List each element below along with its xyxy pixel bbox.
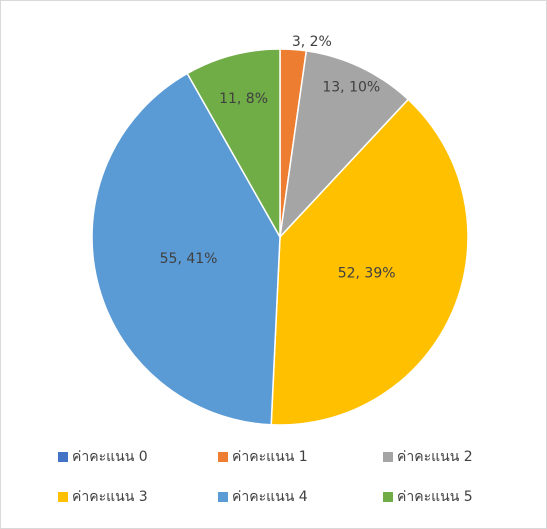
pie-slice <box>91 72 281 426</box>
pie-slice <box>186 48 281 240</box>
pie-slice <box>278 50 410 240</box>
data-label: 52, 39% <box>338 265 396 281</box>
data-label: 55, 41% <box>160 251 218 267</box>
legend-swatch <box>383 452 393 462</box>
legend-label: ค่าคะแนน 0 <box>72 449 148 465</box>
legend-swatch <box>218 492 228 502</box>
legend-swatch <box>58 492 68 502</box>
data-label: 11, 8% <box>219 91 268 107</box>
legend-label: ค่าคะแนน 2 <box>397 449 473 465</box>
legend-swatch <box>218 452 228 462</box>
legend-label: ค่าคะแนน 5 <box>397 489 473 505</box>
legend-label: ค่าคะแนน 1 <box>232 449 308 465</box>
pie-slice <box>270 98 469 426</box>
data-label: 13, 10% <box>322 80 380 96</box>
legend-label: ค่าคะแนน 3 <box>72 489 148 505</box>
legend-swatch <box>58 452 68 462</box>
legend-swatch <box>383 492 393 502</box>
data-label: 3, 2% <box>292 34 332 50</box>
legend-label: ค่าคะแนน 4 <box>232 489 308 505</box>
